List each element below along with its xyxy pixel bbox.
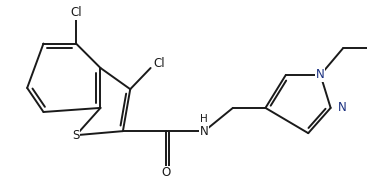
Text: S: S <box>72 129 80 142</box>
Text: N: N <box>338 101 346 114</box>
Text: H: H <box>201 114 208 124</box>
Text: Cl: Cl <box>153 57 164 70</box>
Text: N: N <box>316 68 325 81</box>
Text: O: O <box>161 166 170 179</box>
Text: Cl: Cl <box>70 7 82 19</box>
Text: N: N <box>200 125 209 138</box>
